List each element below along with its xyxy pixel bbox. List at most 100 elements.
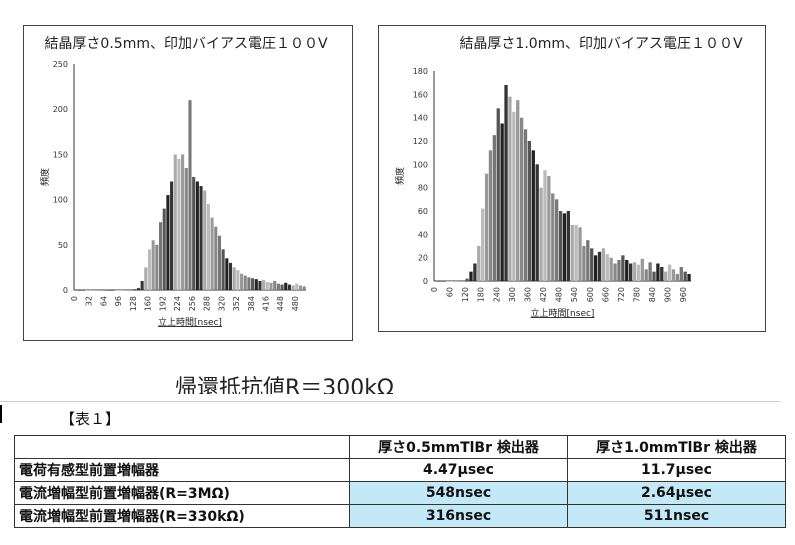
- x-axis-label: 立上時間[nsec]: [531, 307, 595, 319]
- histogram-bar: [89, 290, 93, 291]
- x-tick-label: 384: [247, 296, 256, 311]
- histogram-bar: [199, 186, 203, 290]
- histogram-bar: [184, 167, 188, 290]
- y-axis-label: 頻度: [39, 168, 51, 186]
- histogram-bar: [100, 290, 104, 291]
- histogram-bar: [551, 193, 555, 281]
- histogram-bar: [173, 154, 177, 290]
- x-tick-label: 360: [523, 287, 532, 302]
- histogram-bar: [107, 290, 111, 291]
- x-tick-label: 448: [276, 296, 285, 311]
- x-tick-label: 60: [446, 287, 455, 297]
- x-tick-label: 128: [129, 296, 138, 311]
- histogram-bar: [605, 254, 609, 281]
- y-tick-label: 100: [53, 196, 68, 205]
- divider: [0, 401, 780, 402]
- histogram-bar: [671, 269, 676, 281]
- histogram-bar: [477, 246, 481, 281]
- x-tick-label: 540: [570, 287, 579, 302]
- histogram-chart-0.5mm: 結晶厚さ0.5mm、印加バイアス電圧１００V 0 50 100 150 200 250 0 32…: [23, 25, 353, 341]
- histogram-bar: [140, 280, 144, 290]
- histogram-bar: [640, 258, 644, 281]
- histogram-bar: [679, 267, 683, 281]
- histogram-bar: [628, 263, 633, 281]
- histogram-bar: [221, 249, 225, 290]
- histogram-bar: [276, 283, 280, 290]
- histogram-bar: [181, 154, 185, 290]
- histogram-bar: [442, 281, 446, 282]
- x-tick-label: 64: [99, 296, 108, 306]
- histogram-bar: [125, 290, 129, 291]
- histogram-bar: [133, 289, 137, 290]
- histogram-chart-1.0mm: 結晶厚さ1.0mm、印加バイアス電圧１００V 0 20 40 60 80 100 120 140…: [378, 25, 766, 332]
- histogram-bar: [170, 181, 174, 290]
- histogram-bar: [484, 173, 489, 281]
- histogram-bar: [570, 225, 574, 281]
- histogram-bar: [558, 211, 563, 281]
- histogram-bar: [609, 257, 613, 281]
- histogram-bar: [535, 164, 539, 281]
- x-tick-label: 288: [203, 296, 212, 311]
- histogram-bar: [656, 263, 660, 281]
- header-cell: [14, 435, 350, 459]
- histogram-bar: [648, 262, 652, 281]
- x-tick-label: 120: [461, 287, 470, 302]
- histogram-bar: [539, 187, 543, 281]
- y-tick-label: 50: [58, 241, 68, 250]
- x-tick-label: 480: [291, 296, 300, 311]
- histogram-bar: [81, 290, 85, 291]
- histogram-bar: [232, 267, 236, 290]
- histogram-bar: [590, 248, 594, 281]
- x-tick-label: 240: [492, 287, 501, 302]
- histogram-bar: [531, 150, 535, 281]
- histogram-bar: [254, 279, 258, 290]
- histogram-bar: [243, 275, 247, 290]
- histogram-bar: [660, 267, 664, 281]
- y-tick-label: 150: [53, 150, 68, 159]
- histogram-bar: [206, 204, 210, 290]
- histogram-bar: [562, 213, 567, 281]
- histogram-bar: [632, 262, 637, 281]
- histogram-bar: [652, 271, 656, 281]
- histogram-bar: [617, 260, 621, 281]
- histogram-bar: [675, 274, 680, 281]
- histogram-bar: [74, 290, 78, 291]
- histogram-bar: [453, 281, 458, 282]
- x-tick-label: 900: [664, 287, 673, 302]
- histogram-bar: [543, 170, 547, 281]
- histogram-bar: [192, 177, 196, 290]
- histogram-bar: [129, 290, 133, 291]
- histogram-bar: [683, 271, 687, 281]
- histogram-bar: [574, 225, 578, 281]
- histogram-bar: [147, 249, 152, 290]
- row-label: 電荷有感型前置増幅器: [14, 458, 350, 482]
- x-tick-label: 960: [679, 287, 688, 302]
- histogram-bar: [504, 85, 508, 281]
- histogram-bar: [586, 240, 590, 281]
- histogram-bar: [77, 290, 82, 291]
- histogram-bar: [687, 274, 691, 281]
- cell-value: 548nsec: [349, 481, 568, 505]
- histogram-bar: [188, 100, 192, 290]
- y-tick-label: 100: [413, 160, 428, 169]
- histogram-bar: [92, 290, 96, 291]
- x-tick-label: 160: [144, 296, 153, 311]
- histogram-bar: [465, 278, 469, 281]
- histogram-bar: [280, 284, 284, 290]
- histogram-bar: [158, 222, 163, 290]
- x-tick-label: 780: [632, 287, 641, 302]
- histogram-bar: [287, 284, 291, 290]
- x-tick-label: 300: [508, 287, 517, 302]
- histogram-bar: [488, 150, 493, 281]
- histogram-bar: [291, 285, 295, 290]
- histogram-bar: [445, 281, 450, 282]
- y-tick-label: 250: [53, 60, 68, 69]
- histogram-bar: [438, 281, 442, 282]
- histogram-bar: [265, 281, 269, 290]
- cell-value: 11.7μsec: [567, 458, 786, 482]
- y-tick-label: 160: [413, 90, 428, 99]
- histogram-bar: [547, 176, 551, 281]
- histogram-bar: [118, 290, 122, 291]
- table-row: 電荷有感型前置増幅器 4.47μsec 11.7μsec: [14, 458, 786, 482]
- histogram-bar: [295, 283, 299, 290]
